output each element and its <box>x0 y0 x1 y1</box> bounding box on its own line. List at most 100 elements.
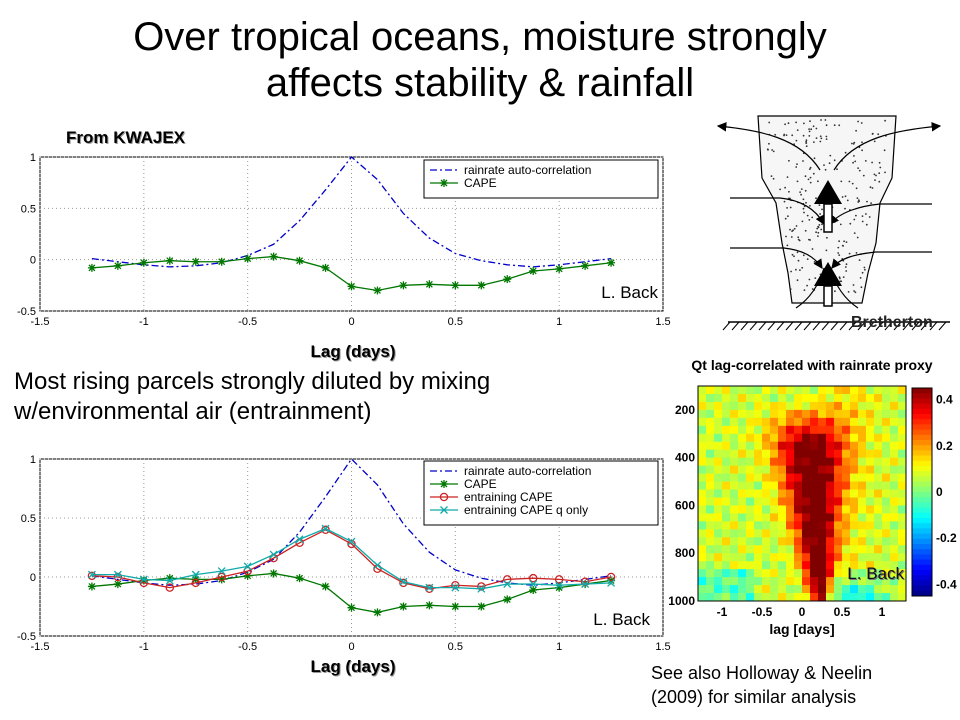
heatmap-cell <box>866 577 875 586</box>
heatmap-cell <box>730 537 739 546</box>
heatmap-cell <box>850 433 859 443</box>
heatmap-cell <box>874 489 883 498</box>
particle-dot-148 <box>857 199 860 201</box>
heatmap-cell <box>802 386 811 395</box>
heatmap-cell <box>794 537 803 546</box>
heatmap-cell <box>898 537 907 546</box>
hatch-line-228 <box>920 321 929 331</box>
particle-dot-130 <box>852 143 855 145</box>
heatmap-cell <box>754 425 763 435</box>
heatmap-cell <box>706 585 715 594</box>
heatmap-cell <box>866 441 875 451</box>
heatmap-cell <box>818 521 827 530</box>
outflow-right-arrow <box>833 121 942 171</box>
particle-dot-151 <box>796 163 798 165</box>
series-1-point-18 <box>555 264 564 273</box>
heatmap-cell <box>746 497 755 506</box>
heatmap-cell <box>802 593 811 602</box>
ground-hatch <box>722 321 947 331</box>
particle-dot-60 <box>786 207 788 209</box>
heatmap-cell <box>754 393 763 403</box>
heatmap-cell <box>834 585 843 594</box>
colorbar-segment <box>912 512 932 519</box>
heatmap-cell <box>794 497 803 506</box>
heatmap-cell <box>778 386 787 395</box>
particle-dot-25 <box>838 254 841 256</box>
particle-dot-235 <box>793 227 796 230</box>
series-1-point-10 <box>347 282 356 291</box>
heatmap-cell <box>818 417 827 427</box>
colorbar-segment <box>912 564 932 571</box>
heatmap-cell <box>802 441 811 451</box>
heatmap-cell <box>874 417 883 427</box>
heatmap-cell <box>898 433 907 443</box>
heatmap-cell <box>722 417 731 427</box>
heatmap-cell <box>882 553 891 562</box>
heatmap-cell <box>882 449 891 459</box>
heatmap-cell <box>866 433 875 443</box>
particle-dot-170 <box>845 270 848 272</box>
heatmap-cell <box>746 505 755 514</box>
x-tick-label-4: 0.5 <box>448 316 463 328</box>
series-2-point-10 <box>347 539 356 549</box>
heatmap-cell <box>730 481 739 490</box>
heatmap-cell <box>714 505 723 514</box>
heatmap-cell <box>874 441 883 451</box>
particle-dot-17 <box>802 198 805 201</box>
heatmap-cell <box>834 569 843 578</box>
heatmap-cell <box>730 465 739 474</box>
heatmap-cell <box>754 489 763 498</box>
particle-dot-141 <box>813 141 815 143</box>
heatmap-cell <box>858 545 867 554</box>
heatmap-cell <box>714 425 723 435</box>
particle-dot-250 <box>800 188 803 190</box>
heatmap-cell <box>890 409 899 419</box>
heatmap-cell <box>746 433 755 443</box>
heatmap-cell <box>850 386 859 395</box>
colorbar-segment <box>912 486 932 493</box>
heatmap-cell <box>802 521 811 530</box>
particle-dot-158 <box>828 162 831 165</box>
particle-dot-39 <box>837 252 840 254</box>
particle-dot-42 <box>813 157 816 160</box>
heatmap-cell <box>898 577 907 586</box>
heatmap-cell <box>834 441 843 451</box>
heatmap-cell <box>746 425 755 435</box>
particle-dot-128 <box>819 262 821 264</box>
colorbar-segment <box>912 388 932 394</box>
heatmap-cell <box>810 386 819 395</box>
heatmap-cell <box>738 521 747 530</box>
heatmap-cell <box>818 457 827 467</box>
colorbar-segment <box>912 507 932 514</box>
particle-dot-225 <box>852 161 854 164</box>
heatmap-cell <box>898 489 907 498</box>
heatmap-cell <box>874 577 883 586</box>
heatmap-cell <box>850 473 859 482</box>
heatmap-cell <box>834 409 843 419</box>
colorbar-segment <box>912 393 932 399</box>
heatmap-cell <box>874 473 883 482</box>
heatmap-cell <box>746 481 755 490</box>
particle-dot-217 <box>833 221 836 223</box>
heatmap-cell <box>866 386 875 395</box>
colorbar-segment <box>912 590 932 597</box>
series-3-point-2 <box>139 575 148 584</box>
particle-dot-220 <box>784 186 786 189</box>
heatmap-cell <box>786 537 795 546</box>
colorbar-segment <box>912 429 932 436</box>
heatmap-cell <box>698 401 707 411</box>
particle-dot-114 <box>772 177 775 180</box>
heatmap-cell <box>698 481 707 490</box>
particle-dot-80 <box>819 213 821 215</box>
heatmap-cell <box>834 386 843 395</box>
particle-dot-186 <box>805 139 808 141</box>
heatmap-cell <box>810 489 819 498</box>
heatmap-cell <box>786 465 795 474</box>
series-1-point-11 <box>373 608 382 617</box>
heatmap-cell <box>810 505 819 514</box>
heatmap-cell <box>746 473 755 482</box>
particle-dot-131 <box>865 223 868 226</box>
heatmap-cell <box>722 449 731 459</box>
particle-dot-223 <box>804 229 807 232</box>
legend-entry-1: CAPE <box>464 477 497 491</box>
